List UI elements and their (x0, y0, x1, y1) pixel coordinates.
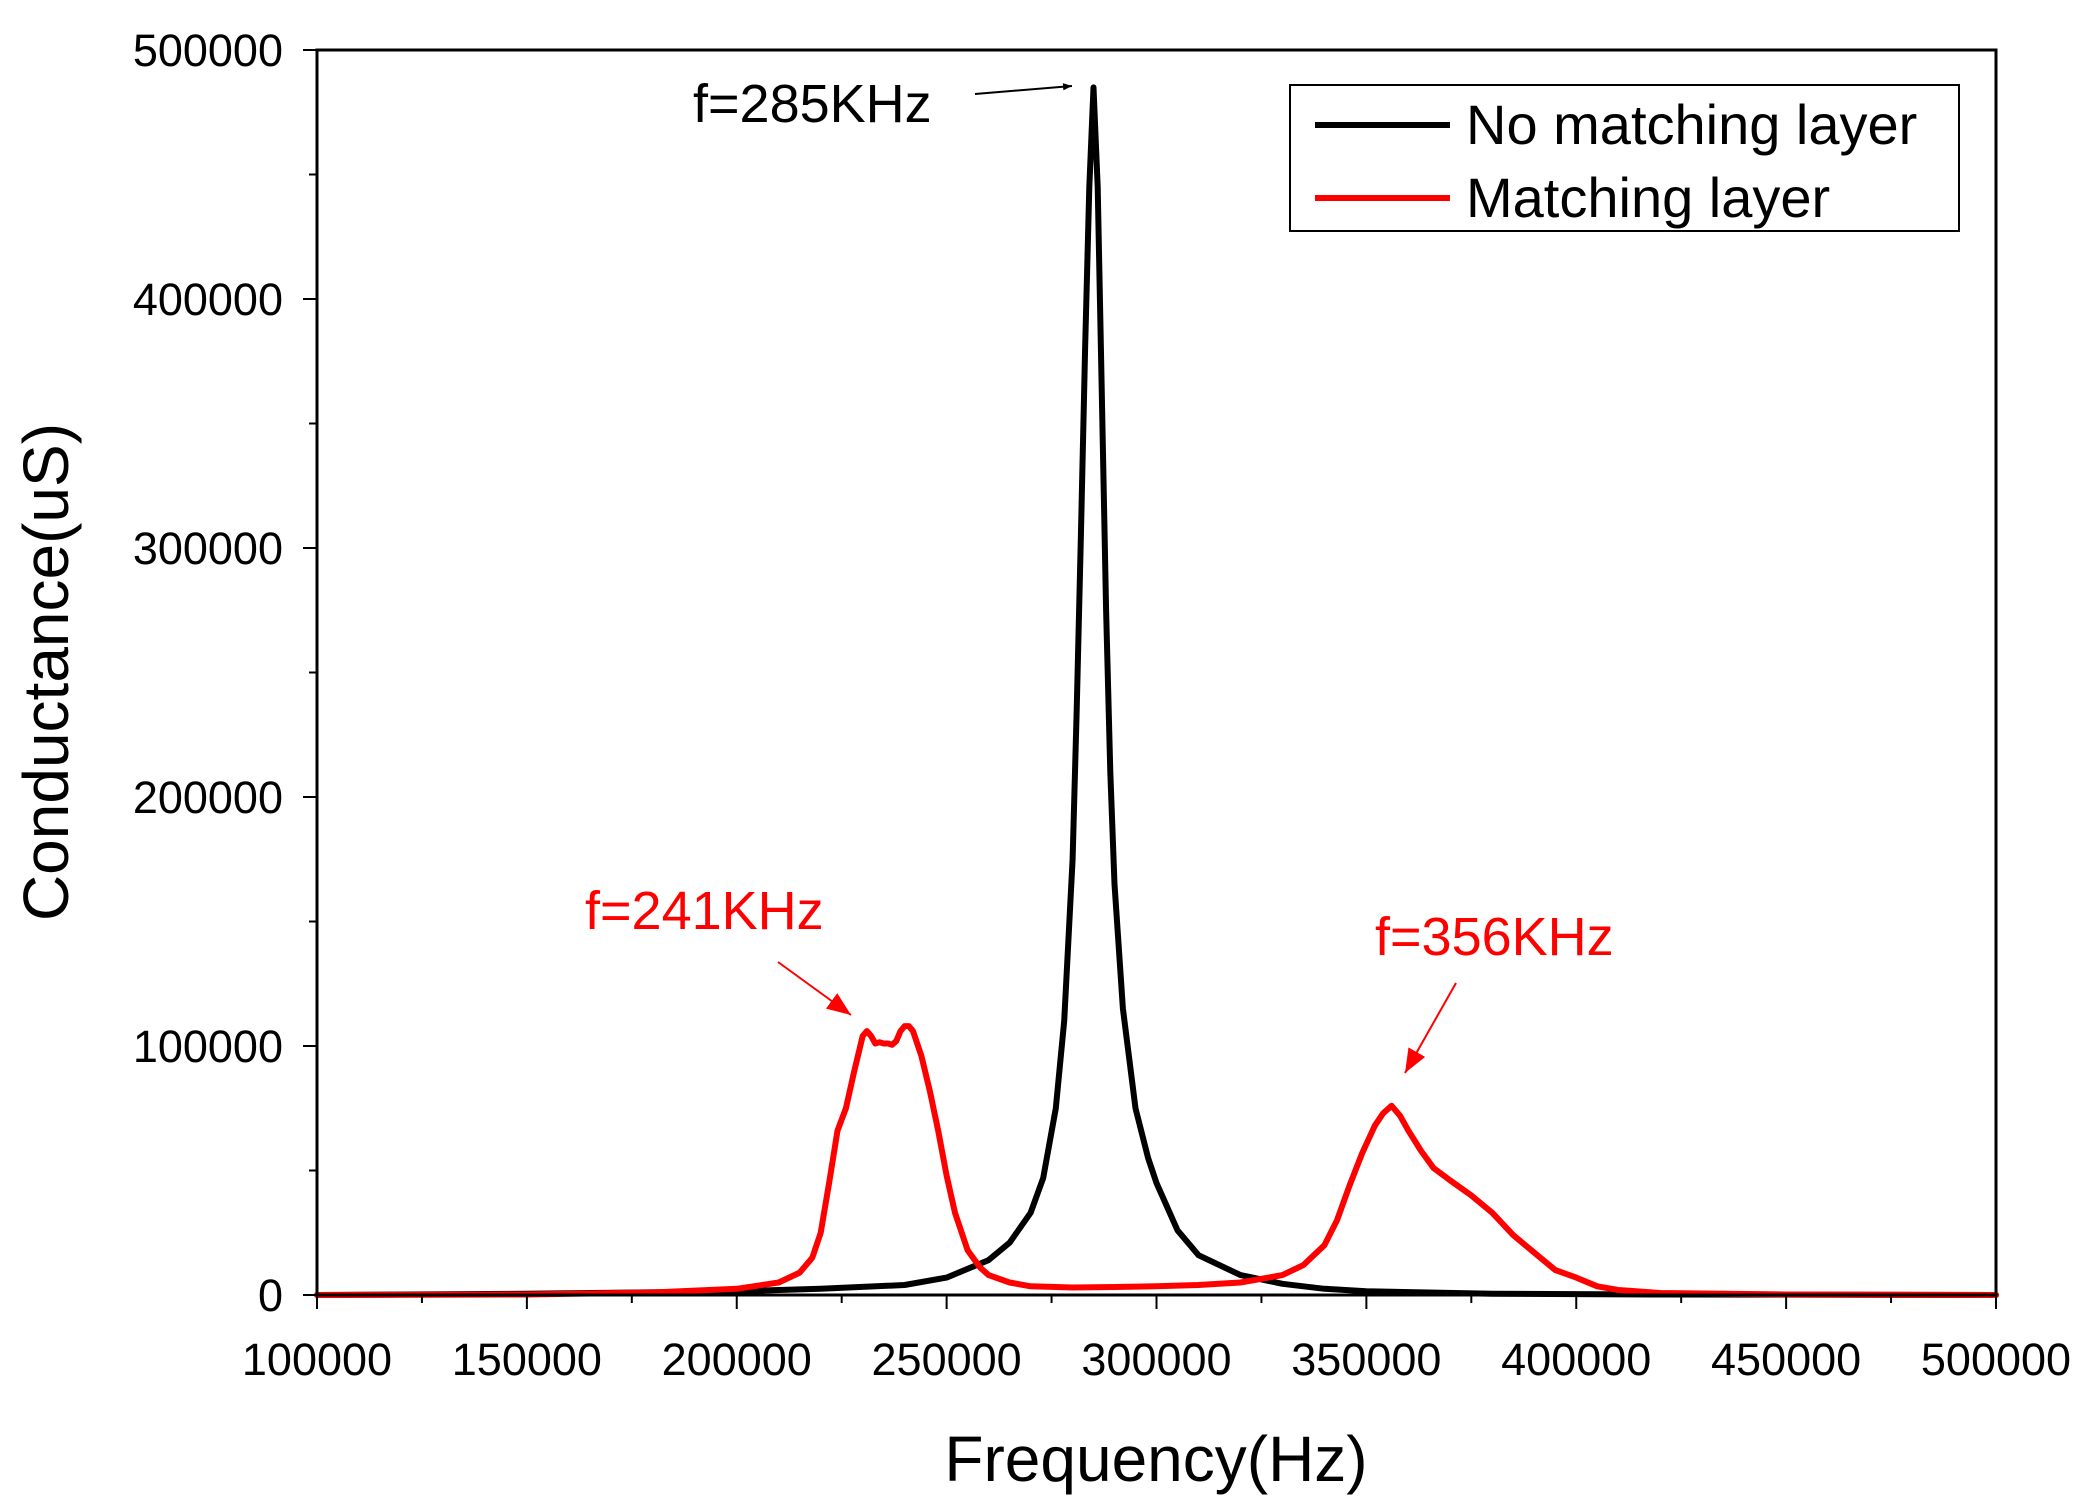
annotation-285khz: f=285KHz (693, 74, 932, 134)
y-tick-label: 400000 (133, 274, 283, 325)
legend-label-matching: Matching layer (1466, 166, 1830, 229)
series-line-0 (314, 84, 1999, 1298)
annotation-arrow-241khz (777, 961, 852, 1016)
x-tick-label: 300000 (1081, 1334, 1231, 1385)
y-tick-label: 0 (258, 1270, 283, 1321)
ticks-layer: 100000 150000 200000 250000 300000 350000 4000… (133, 25, 2071, 1385)
x-tick-label: 350000 (1291, 1334, 1441, 1385)
series-line-1 (314, 1023, 1999, 1298)
x-tick-label: 200000 (662, 1334, 812, 1385)
x-tick-label: 100000 (242, 1334, 392, 1385)
x-tick-label: 450000 (1711, 1334, 1861, 1385)
y-tick-label: 300000 (133, 523, 283, 574)
annotation-356khz: f=356KHz (1375, 907, 1614, 967)
series-layer (314, 84, 1999, 1298)
plot-frame (315, 48, 1998, 1297)
legend-box (1289, 84, 1960, 232)
annotation-arrow-285khz (974, 83, 1073, 95)
y-tick-label: 100000 (133, 1021, 283, 1072)
y-tick-label: 200000 (133, 772, 283, 823)
x-tick-label: 150000 (452, 1334, 602, 1385)
annotations: f=285KHz f=241KHz f=356KHz (585, 74, 1614, 1074)
annotation-241khz: f=241KHz (585, 881, 824, 941)
legend-label-no-matching: No matching layer (1466, 93, 1917, 156)
x-tick-label: 500000 (1921, 1334, 2071, 1385)
x-axis-title: Frequency(Hz) (944, 1423, 1367, 1495)
y-axis-title: Conductance(uS) (10, 423, 82, 921)
x-tick-label: 400000 (1501, 1334, 1651, 1385)
legend: No matching layer Matching layer (1289, 84, 1960, 232)
x-tick-label: 250000 (872, 1334, 1022, 1385)
annotation-arrow-356khz (1404, 982, 1457, 1074)
y-tick-label: 500000 (133, 25, 283, 76)
